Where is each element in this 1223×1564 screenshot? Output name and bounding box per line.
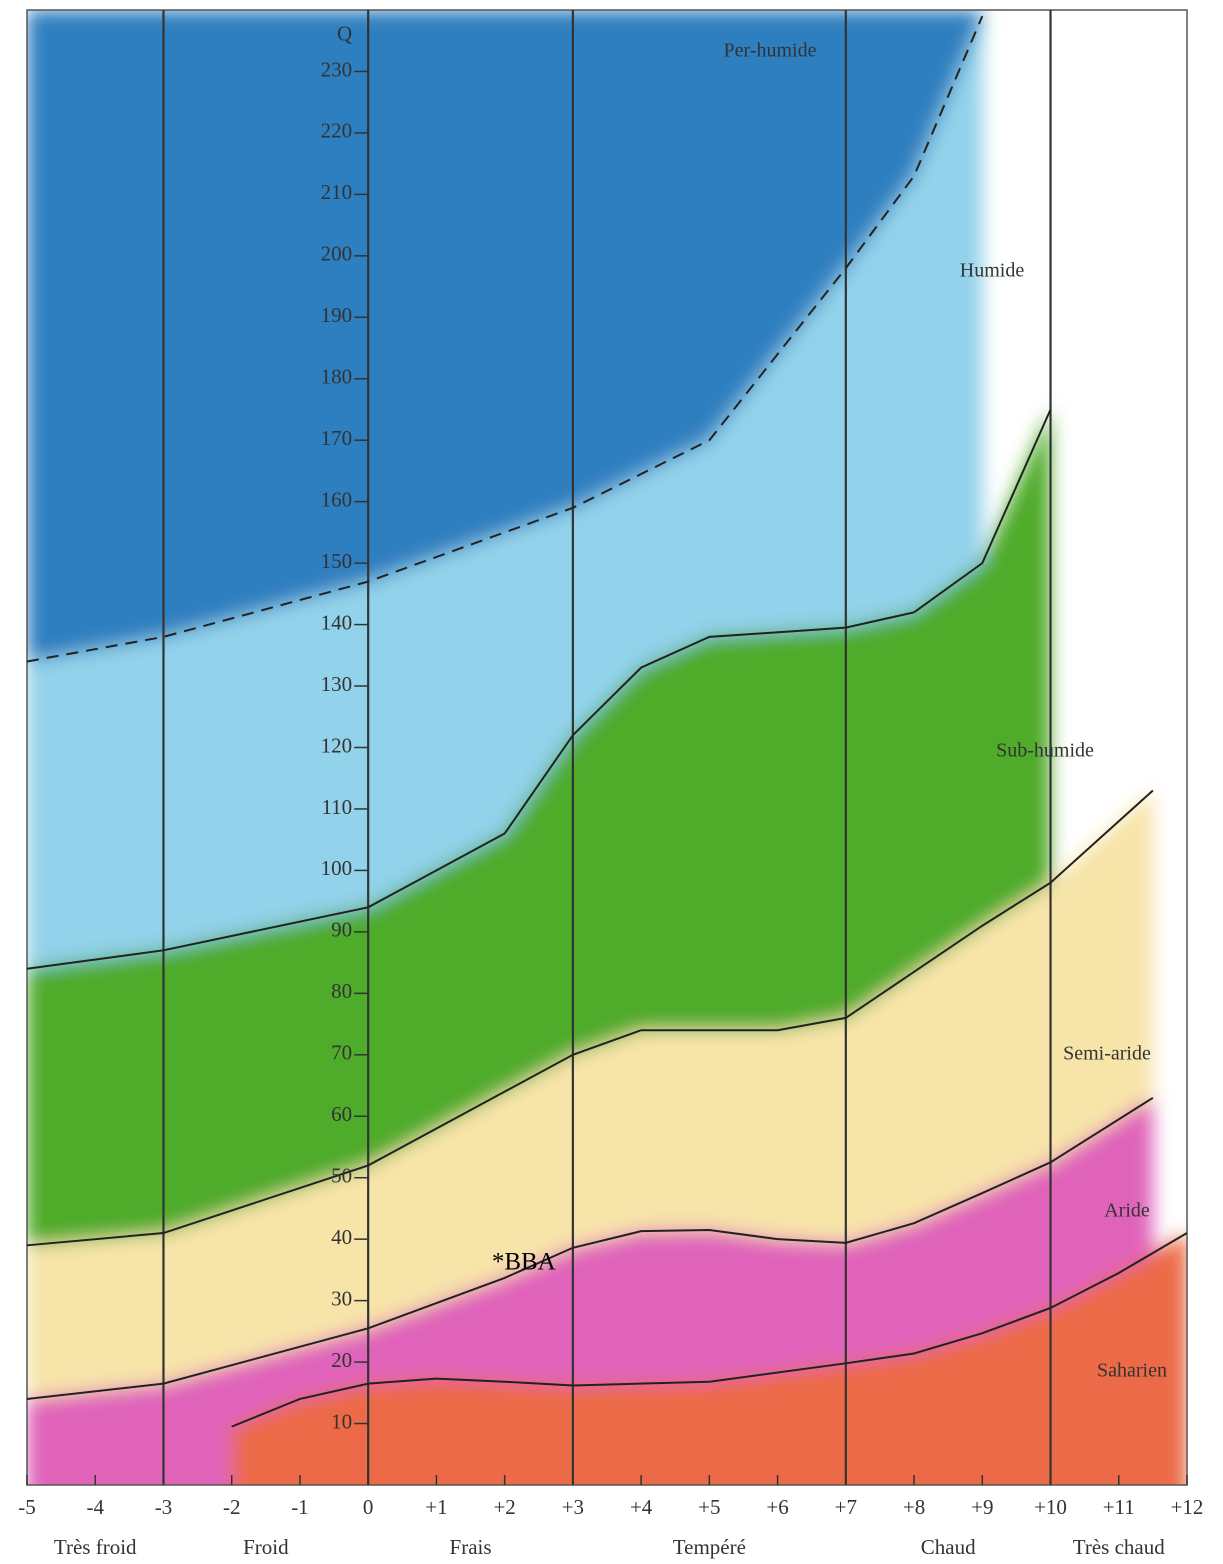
thermal-category: Très chaud (1073, 1535, 1165, 1559)
x-tick-label: -5 (18, 1495, 36, 1519)
y-axis-label: Q (337, 21, 352, 45)
y-tick-label: 80 (331, 979, 352, 1003)
thermal-category: Chaud (921, 1535, 976, 1559)
thermal-category: Froid (243, 1535, 289, 1559)
x-tick-label: +11 (1103, 1495, 1135, 1519)
zone-fill (231, 1233, 1187, 1485)
zone-boundary (26, 789, 1154, 1247)
zone-boundary (231, 1232, 1188, 1428)
zone-label: Saharien (1097, 1360, 1167, 1382)
y-tick-label: 10 (331, 1409, 352, 1433)
zone-boundary (26, 1096, 1154, 1400)
station-label: *BBA (492, 1248, 556, 1275)
y-tick-label: 160 (321, 487, 353, 511)
y-tick-label: 120 (321, 733, 353, 757)
y-tick-label: 200 (321, 242, 353, 266)
y-tick-label: 180 (321, 365, 353, 389)
zone-label: Sub-humide (996, 740, 1094, 762)
zone-label: Per-humide (724, 40, 817, 62)
y-tick-label: 30 (331, 1286, 352, 1310)
y-tick-label: 170 (321, 426, 353, 450)
y-tick-label: 70 (331, 1041, 352, 1065)
x-tick-label: +6 (766, 1495, 788, 1519)
x-tick-label: -2 (223, 1495, 241, 1519)
thermal-category: Tempéré (673, 1535, 746, 1559)
zone-fills (27, 10, 1187, 1485)
x-tick-label: -4 (86, 1495, 104, 1519)
x-tick-label: -1 (291, 1495, 309, 1519)
zone-label: Aride (1104, 1200, 1150, 1222)
y-tick-label: 60 (331, 1102, 352, 1126)
x-tick-label: 0 (363, 1495, 374, 1519)
y-tick-label: 220 (321, 119, 353, 143)
y-tick-label: 40 (331, 1225, 352, 1249)
y-tick-label: 140 (321, 610, 353, 634)
x-tick-label: +5 (698, 1495, 720, 1519)
x-tick-label: -3 (155, 1495, 173, 1519)
zone-boundary (26, 409, 1052, 970)
x-tick-label: +3 (562, 1495, 584, 1519)
y-tick-label: 20 (331, 1348, 352, 1372)
zone-label: Semi-aride (1063, 1043, 1151, 1065)
zone-boundary (26, 15, 984, 663)
thermal-category: Frais (450, 1535, 492, 1559)
x-tick-label: +4 (630, 1495, 653, 1519)
x-tick-label: +10 (1034, 1495, 1067, 1519)
y-tick-label: 190 (321, 303, 353, 327)
y-tick-label: 210 (321, 180, 353, 204)
y-tick-label: 230 (321, 57, 353, 81)
zone-label: Humide (960, 260, 1025, 282)
x-tick-label: +2 (493, 1495, 515, 1519)
y-tick-label: 90 (331, 918, 352, 942)
x-tick-label: +1 (425, 1495, 447, 1519)
y-tick-label: 100 (321, 856, 353, 880)
x-tick-label: +9 (971, 1495, 993, 1519)
y-tick-label: 130 (321, 672, 353, 696)
thermal-category: Très froid (54, 1535, 137, 1559)
y-tick-label: 150 (321, 549, 353, 573)
foreground: 10 20 30 40 50 60 70 80 90 100 110 120 130 140 150 160 1… (18, 9, 1204, 1559)
y-tick-label: 50 (331, 1164, 352, 1188)
x-tick-label: +12 (1171, 1495, 1204, 1519)
x-tick-label: +7 (835, 1495, 857, 1519)
x-tick-label: +8 (903, 1495, 925, 1519)
y-tick-label: 110 (321, 795, 352, 819)
plot-frame (26, 9, 1188, 1486)
